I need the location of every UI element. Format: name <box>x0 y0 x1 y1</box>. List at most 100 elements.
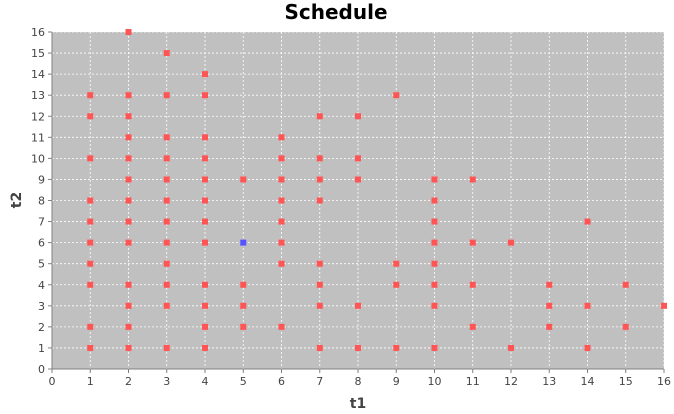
data-point <box>125 218 132 225</box>
data-point <box>661 302 667 309</box>
x-tick-label: 10 <box>428 375 442 388</box>
data-point <box>202 71 208 78</box>
data-point <box>163 344 170 351</box>
data-point <box>87 260 94 267</box>
x-tick-label: 5 <box>240 375 247 388</box>
data-point <box>163 218 170 225</box>
y-tick-label: 10 <box>31 152 45 165</box>
data-point <box>278 176 285 183</box>
data-point <box>87 218 94 225</box>
data-point <box>202 176 208 183</box>
data-point <box>163 239 170 246</box>
data-point <box>125 323 132 330</box>
y-tick-label: 14 <box>31 68 45 81</box>
data-points <box>87 29 667 351</box>
x-tick-label: 2 <box>125 375 132 388</box>
y-tick-label: 11 <box>31 131 45 144</box>
data-point <box>355 176 361 183</box>
data-point <box>163 134 170 141</box>
x-tick-label: 12 <box>504 375 518 388</box>
data-point <box>87 197 94 204</box>
data-point <box>163 260 170 267</box>
data-point <box>316 260 323 267</box>
x-axis-ticks: 0 1 2 3 4 5 6 7 8 9 10 11 12 13 14 15 16 <box>49 369 671 388</box>
data-point <box>125 134 132 141</box>
data-point <box>202 197 208 204</box>
y-tick-label: 5 <box>38 258 45 271</box>
data-point <box>316 344 323 351</box>
data-point <box>278 323 285 330</box>
data-point <box>87 323 94 330</box>
data-point <box>584 218 591 225</box>
data-point <box>393 281 400 288</box>
data-point <box>125 29 132 35</box>
x-tick-label: 4 <box>202 375 209 388</box>
data-point <box>469 239 476 246</box>
x-tick-label: 7 <box>316 375 323 388</box>
data-point <box>431 281 438 288</box>
data-point <box>355 113 361 120</box>
data-point <box>125 155 132 162</box>
data-point <box>240 323 247 330</box>
data-point <box>316 281 323 288</box>
data-point <box>202 218 208 225</box>
chart-title: Schedule <box>284 0 387 24</box>
data-point <box>431 260 438 267</box>
data-point <box>163 155 170 162</box>
data-point <box>508 239 514 246</box>
data-point <box>316 113 323 120</box>
data-point <box>393 260 400 267</box>
x-tick-label: 13 <box>542 375 556 388</box>
y-tick-label: 3 <box>38 300 45 313</box>
data-point <box>202 134 208 141</box>
data-point <box>508 344 514 351</box>
x-tick-label: 16 <box>657 375 671 388</box>
data-point <box>240 302 247 309</box>
x-tick-label: 15 <box>619 375 633 388</box>
data-point <box>431 176 438 183</box>
data-point <box>316 176 323 183</box>
y-tick-label: 6 <box>38 237 45 250</box>
data-point <box>163 176 170 183</box>
x-axis-label: t1 <box>350 396 366 412</box>
data-point <box>87 92 94 99</box>
x-tick-label: 3 <box>163 375 170 388</box>
data-point <box>125 344 132 351</box>
data-point <box>240 281 247 288</box>
data-point <box>584 344 591 351</box>
data-point <box>469 176 476 183</box>
data-point <box>431 302 438 309</box>
data-point <box>163 281 170 288</box>
data-point <box>393 92 400 99</box>
data-point <box>278 218 285 225</box>
data-point <box>87 113 94 120</box>
data-point <box>278 260 285 267</box>
y-tick-label: 8 <box>38 195 45 208</box>
data-point <box>125 92 132 99</box>
data-point <box>431 197 438 204</box>
y-axis-label: t2 <box>9 192 25 208</box>
data-point <box>355 155 361 162</box>
data-point <box>125 239 132 246</box>
data-point <box>163 302 170 309</box>
y-tick-label: 1 <box>38 342 45 355</box>
data-point <box>278 155 285 162</box>
data-point <box>125 113 132 120</box>
data-point <box>202 92 208 99</box>
data-point <box>240 239 247 246</box>
x-tick-label: 0 <box>49 375 56 388</box>
data-point <box>622 323 629 330</box>
data-point <box>469 281 476 288</box>
data-point <box>163 92 170 99</box>
data-point <box>469 323 476 330</box>
y-tick-label: 9 <box>38 173 45 186</box>
x-tick-label: 14 <box>581 375 595 388</box>
y-tick-label: 12 <box>31 110 45 123</box>
data-point <box>125 302 132 309</box>
data-point <box>393 344 400 351</box>
data-point <box>431 218 438 225</box>
data-point <box>546 281 553 288</box>
data-point <box>202 155 208 162</box>
data-point <box>622 281 629 288</box>
